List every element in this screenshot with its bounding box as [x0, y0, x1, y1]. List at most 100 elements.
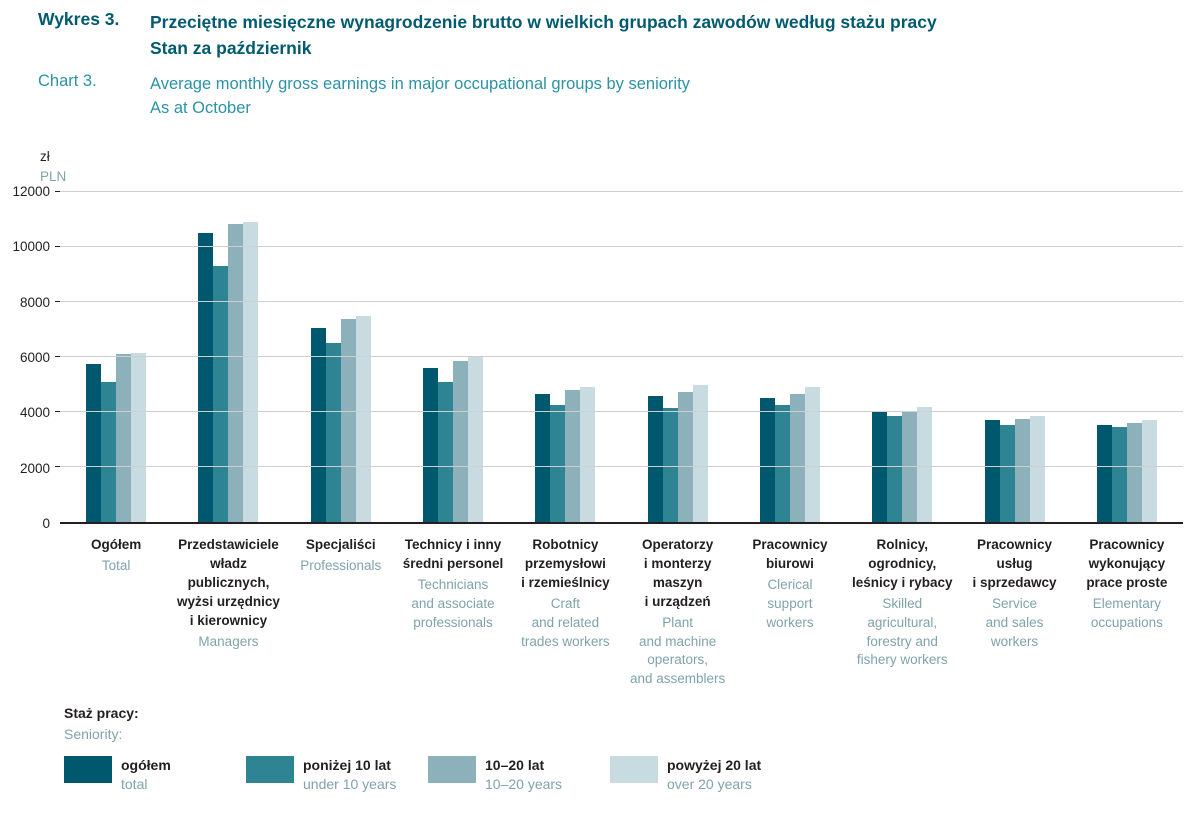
- legend-label: 10–20 lat 10–20 years: [485, 756, 562, 795]
- bar-10–20-years: [340, 318, 356, 523]
- legend-swatch: [246, 755, 294, 783]
- category-label: Operatorzy i monterzy maszyn i urządzeń P…: [622, 536, 734, 689]
- y-tick-mark: [55, 466, 60, 468]
- bar-group: [60, 192, 172, 523]
- y-tick-label: 10000: [12, 239, 50, 255]
- category-label-pl: Rolnicy, ogrodnicy, leśnicy i rybacy: [851, 537, 953, 590]
- legend-swatch: [610, 755, 658, 783]
- bar-10–20-years: [228, 223, 244, 523]
- legend-title: Staż pracy: Seniority:: [64, 703, 1197, 744]
- bar-total: [423, 368, 439, 523]
- x-axis-labels: Ogółem Total Przedstawiciele władz publicz…: [0, 524, 1183, 689]
- category-label-pl: Operatorzy i monterzy maszyn i urządzeń: [642, 537, 714, 609]
- legend-swatch: [428, 755, 476, 783]
- legend-item: 10–20 lat 10–20 years: [428, 755, 610, 795]
- y-tick-label: 6000: [19, 350, 50, 366]
- bar-total: [310, 328, 326, 523]
- gridline: [60, 466, 1183, 468]
- bar-under-10-years: [213, 266, 229, 523]
- y-tick-label: 2000: [19, 460, 50, 476]
- legend-label-en: total: [121, 776, 148, 793]
- category-label-en: Plant and machine operators, and assembl…: [629, 614, 726, 687]
- chart-title-pl: Przeciętne miesięczne wynagrodzenie brut…: [150, 9, 1173, 62]
- bar-over-20-years: [1141, 420, 1157, 523]
- category-label-en: Service and sales workers: [985, 595, 1044, 649]
- category-label-en: Total: [101, 558, 131, 574]
- category-label-pl: Ogółem: [91, 537, 142, 553]
- bar-under-10-years: [101, 381, 117, 523]
- bar-total: [984, 420, 1000, 523]
- bar-total: [86, 364, 102, 523]
- bar-10–20-years: [453, 361, 469, 523]
- category-label-pl: Technicy i inny średni personel: [402, 537, 504, 572]
- bar-under-10-years: [774, 405, 790, 523]
- category-label-en: Managers: [198, 633, 259, 649]
- gridline: [60, 301, 1183, 303]
- category-label: Pracownicy wykonujący prace proste Elemen…: [1071, 536, 1183, 689]
- category-label: Technicy i inny średni personel Technicia…: [397, 536, 509, 689]
- category-label-en: Craft and related trades workers: [521, 595, 610, 649]
- bar-10–20-years: [789, 394, 805, 523]
- bar-group: [958, 192, 1070, 523]
- y-tick-mark: [55, 191, 60, 193]
- chart-number-en: Chart 3.: [38, 71, 97, 90]
- legend-swatch: [64, 755, 112, 783]
- legend-title-en: Seniority:: [64, 725, 123, 742]
- bar-over-20-years: [131, 353, 147, 523]
- legend-label-en: 10–20 years: [485, 776, 563, 793]
- bar-under-10-years: [550, 405, 566, 523]
- category-label-pl: Pracownicy wykonujący prace proste: [1086, 537, 1168, 590]
- category-label-pl: Robotnicy przemysłowi i rzemieślnicy: [521, 537, 610, 590]
- bar-over-20-years: [580, 387, 596, 523]
- x-axis-spacer: [0, 524, 60, 689]
- y-tick-mark: [55, 356, 60, 358]
- bar-under-10-years: [325, 343, 341, 523]
- chart-number-pl: Wykres 3.: [38, 9, 120, 29]
- y-axis: 0 2000 4000 6000 8000 10000 12000: [0, 184, 60, 531]
- legend-label: ogółem total: [121, 756, 171, 795]
- legend: Staż pracy: Seniority: ogółem total poniże…: [64, 703, 1197, 795]
- bar-total: [759, 398, 775, 523]
- category-label: Rolnicy, ogrodnicy, leśnicy i rybacy Skil…: [846, 536, 958, 689]
- legend-label-pl: ogółem: [121, 756, 171, 773]
- bar-over-20-years: [1029, 416, 1045, 523]
- legend-item: poniżej 10 lat under 10 years: [246, 755, 428, 795]
- chart-title-pl-line1: Przeciętne miesięczne wynagrodzenie brut…: [150, 12, 937, 32]
- bar-10–20-years: [1126, 423, 1142, 523]
- bar-under-10-years: [1111, 427, 1127, 523]
- bar-group: [509, 192, 621, 523]
- bar-over-20-years: [355, 315, 371, 523]
- legend-item: powyżej 20 lat over 20 years: [610, 755, 792, 795]
- category-label-pl: Specjaliści: [305, 537, 376, 553]
- y-tick-label: 0: [42, 516, 50, 532]
- axis-unit-en: PLN: [40, 168, 67, 184]
- chart-title-en-line2: As at October: [150, 99, 251, 118]
- bar-group: [172, 192, 284, 523]
- bar-under-10-years: [887, 416, 903, 523]
- chart-title-pl-line2: Stan za październik: [150, 38, 312, 59]
- legend-title-pl: Staż pracy:: [64, 705, 139, 722]
- bar-10–20-years: [677, 391, 693, 523]
- y-tick-label: 8000: [19, 294, 50, 310]
- y-tick-mark: [55, 301, 60, 303]
- gridline: [60, 356, 1183, 358]
- gridline: [60, 246, 1183, 248]
- category-label-en: Clerical support workers: [766, 576, 814, 630]
- bar-total: [535, 394, 551, 523]
- category-label: Przedstawiciele władz publicznych, wyżsi…: [172, 536, 284, 689]
- bar-total: [1096, 424, 1112, 523]
- category-label-pl: Pracownicy usług i sprzedawcy: [972, 537, 1057, 590]
- bar-10–20-years: [116, 354, 132, 523]
- category-label-en: Elementary occupations: [1090, 595, 1163, 630]
- plot-area: [55, 191, 1183, 525]
- category-label: Pracownicy usług i sprzedawcy Service and…: [958, 536, 1070, 689]
- category-labels: Ogółem Total Przedstawiciele władz publicz…: [60, 524, 1183, 689]
- bar-group: [397, 192, 509, 523]
- legend-label-pl: powyżej 20 lat: [667, 756, 762, 773]
- bar-group: [734, 192, 846, 523]
- legend-label: poniżej 10 lat under 10 years: [303, 756, 396, 795]
- bar-total: [198, 233, 214, 523]
- category-label: Pracownicy biurowi Clerical support worke…: [734, 536, 846, 689]
- bar-over-20-years: [243, 222, 259, 523]
- y-tick-mark: [55, 411, 60, 413]
